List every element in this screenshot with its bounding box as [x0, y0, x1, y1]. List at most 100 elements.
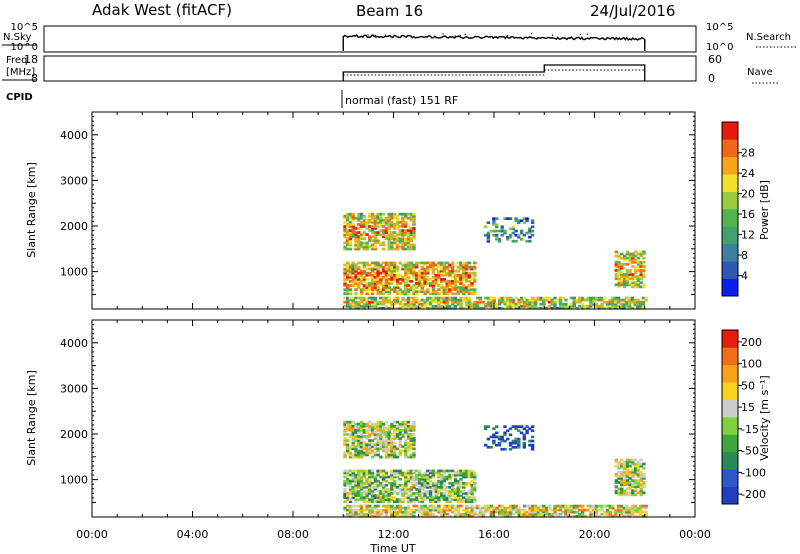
echo-cell	[357, 216, 361, 220]
echo-cell	[442, 306, 447, 310]
echo-cell	[437, 273, 441, 277]
echo-cell	[390, 488, 394, 491]
echo-cell	[506, 296, 510, 300]
echo-cell	[384, 304, 389, 308]
echo-cell	[514, 233, 518, 237]
echo-cell	[393, 445, 397, 449]
echo-cell	[622, 300, 626, 304]
echo-cell	[362, 473, 366, 477]
echo-cell	[409, 477, 413, 481]
echo-cell	[448, 469, 452, 473]
echo-cell	[614, 481, 618, 484]
echo-cell	[387, 441, 391, 444]
echo-cell	[434, 486, 438, 489]
echo-cell	[409, 237, 413, 241]
echo-cell	[376, 306, 380, 310]
echo-cell	[379, 441, 383, 444]
echo-cell	[381, 443, 386, 447]
echo-cell	[357, 275, 361, 279]
echo-cell	[628, 260, 632, 264]
echo-cell	[641, 506, 646, 510]
echo-cell	[437, 471, 441, 475]
echo-cell	[431, 286, 436, 289]
echo-cell	[359, 304, 364, 308]
echo-cell	[357, 300, 361, 304]
echo-cell	[428, 494, 433, 497]
echo-cell	[401, 483, 405, 487]
echo-cell	[442, 286, 447, 289]
echo-cell	[395, 500, 400, 504]
echo-cell	[376, 508, 380, 512]
echo-cell	[456, 269, 460, 273]
colorbar-bin	[722, 243, 738, 262]
echo-cell	[636, 508, 640, 512]
echo-cell	[362, 490, 366, 493]
echo-cell	[362, 280, 366, 283]
echo-cell	[617, 273, 621, 276]
echo-cell	[437, 508, 441, 512]
echo-cell	[453, 273, 458, 277]
echo-cell	[642, 285, 646, 289]
echo-cell	[390, 241, 394, 245]
echo-cell	[401, 231, 405, 234]
echo-cell	[470, 469, 474, 473]
echo-cell	[575, 506, 579, 510]
echo-cell	[456, 483, 460, 487]
echo-cell	[357, 212, 361, 216]
echo-cell	[359, 449, 364, 453]
echo-cell	[412, 298, 416, 302]
echo-cell	[509, 510, 513, 514]
echo-cell	[346, 278, 350, 281]
echo-cell	[578, 296, 582, 300]
echo-cell	[343, 221, 347, 224]
echo-cell	[368, 451, 372, 455]
echo-cell	[431, 486, 436, 489]
echo-cell	[346, 269, 350, 273]
echo-cell	[617, 265, 621, 268]
echo-cell	[556, 514, 560, 518]
echo-cell	[381, 243, 386, 247]
echo-cell	[387, 245, 391, 249]
echo-cell	[373, 227, 378, 230]
echo-cell	[442, 292, 447, 296]
echo-cell	[415, 473, 419, 477]
echo-cell	[633, 470, 638, 474]
echo-cell	[346, 433, 350, 436]
echo-cell	[417, 275, 422, 279]
echo-cell	[379, 483, 383, 487]
echo-cell	[362, 237, 366, 241]
echo-cell	[370, 218, 375, 222]
echo-cell	[520, 514, 524, 518]
echo-cell	[445, 267, 449, 271]
echo-cell	[390, 481, 394, 485]
echo-cell	[393, 241, 397, 245]
echo-cell	[448, 284, 452, 287]
echo-cell	[348, 426, 353, 430]
echo-cell	[594, 506, 599, 510]
echo-cell	[622, 267, 627, 270]
echo-cell	[373, 280, 378, 283]
echo-cell	[611, 296, 615, 300]
echo-cell	[401, 486, 405, 489]
echo-cell	[641, 510, 646, 514]
echo-cell	[368, 218, 372, 222]
echo-cell	[445, 304, 449, 308]
echo-cell	[639, 485, 643, 488]
echo-cell	[556, 504, 560, 508]
echo-cell	[569, 296, 574, 300]
echo-cell	[456, 492, 460, 495]
x-tick-label: 00:00	[679, 528, 711, 541]
echo-cell	[625, 281, 630, 285]
echo-cell	[393, 300, 397, 304]
echo-cell	[346, 233, 350, 236]
echo-cell	[409, 229, 413, 232]
echo-cell	[404, 278, 408, 281]
echo-cell	[365, 506, 369, 510]
echo-cell	[362, 261, 366, 265]
echo-cell	[442, 298, 447, 302]
echo-cell	[633, 304, 637, 308]
echo-cell	[440, 261, 444, 265]
date-title: 24/Jul/2016	[590, 2, 675, 20]
echo-cell	[462, 469, 466, 473]
echo-cell	[545, 510, 549, 514]
